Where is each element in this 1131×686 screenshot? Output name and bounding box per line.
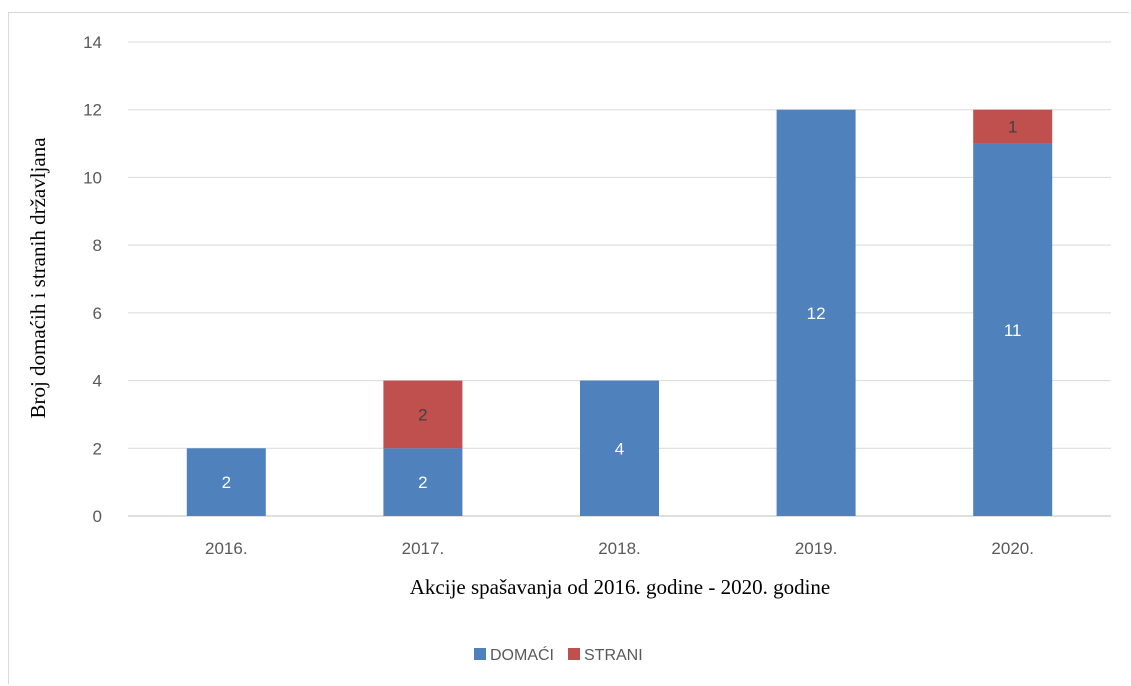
bar-domaci-2020 [973, 143, 1053, 517]
legend-swatch-strani [568, 648, 580, 660]
legend-label-strani: STRANI [584, 647, 643, 664]
x-tick-label: 2016. [205, 539, 248, 558]
bars [186, 109, 1053, 517]
x-tick-label: 2018. [598, 539, 641, 558]
bar-domaci-2017 [383, 448, 463, 516]
y-tick-label: 8 [93, 236, 102, 255]
x-tick-label: 2017. [402, 539, 445, 558]
legend-label-domaci: DOMAĆI [490, 645, 554, 664]
x-tick-label: 2020. [991, 539, 1034, 558]
y-tick-label: 12 [83, 101, 102, 120]
y-tick-label: 0 [93, 507, 102, 526]
y-axis-ticks: 0 2 4 6 8 10 12 14 [83, 33, 102, 526]
x-axis-title: Akcije spašavanja od 2016. godine - 2020… [410, 575, 831, 599]
chart-frame [8, 12, 1129, 684]
y-tick-label: 4 [93, 372, 102, 391]
y-tick-label: 10 [83, 168, 102, 187]
bar-domaci-2018 [580, 380, 659, 516]
bar-domaci-2016 [186, 448, 266, 516]
bar-strani-2020 [973, 109, 1053, 144]
y-tick-label: 6 [93, 304, 102, 323]
x-tick-label: 2019. [795, 539, 838, 558]
legend: DOMAĆI STRANI [474, 645, 643, 664]
y-axis-title: Broj domaćih i stranih državljana [26, 137, 50, 419]
y-tick-label: 2 [93, 439, 102, 458]
data-label: 4 [615, 439, 624, 458]
bar-domaci-2019 [776, 109, 856, 516]
bar-strani-2017 [383, 380, 463, 449]
data-label: 11 [1004, 321, 1022, 340]
x-axis-ticks: 2016. 2017. 2018. 2019. 2020. [205, 539, 1034, 558]
y-tick-label: 14 [83, 33, 102, 52]
data-label: 2 [418, 405, 427, 424]
data-label: 2 [418, 473, 427, 492]
legend-swatch-domaci [474, 648, 486, 660]
data-label: 12 [807, 304, 826, 323]
data-label: 1 [1008, 118, 1017, 137]
data-label: 2 [222, 473, 231, 492]
